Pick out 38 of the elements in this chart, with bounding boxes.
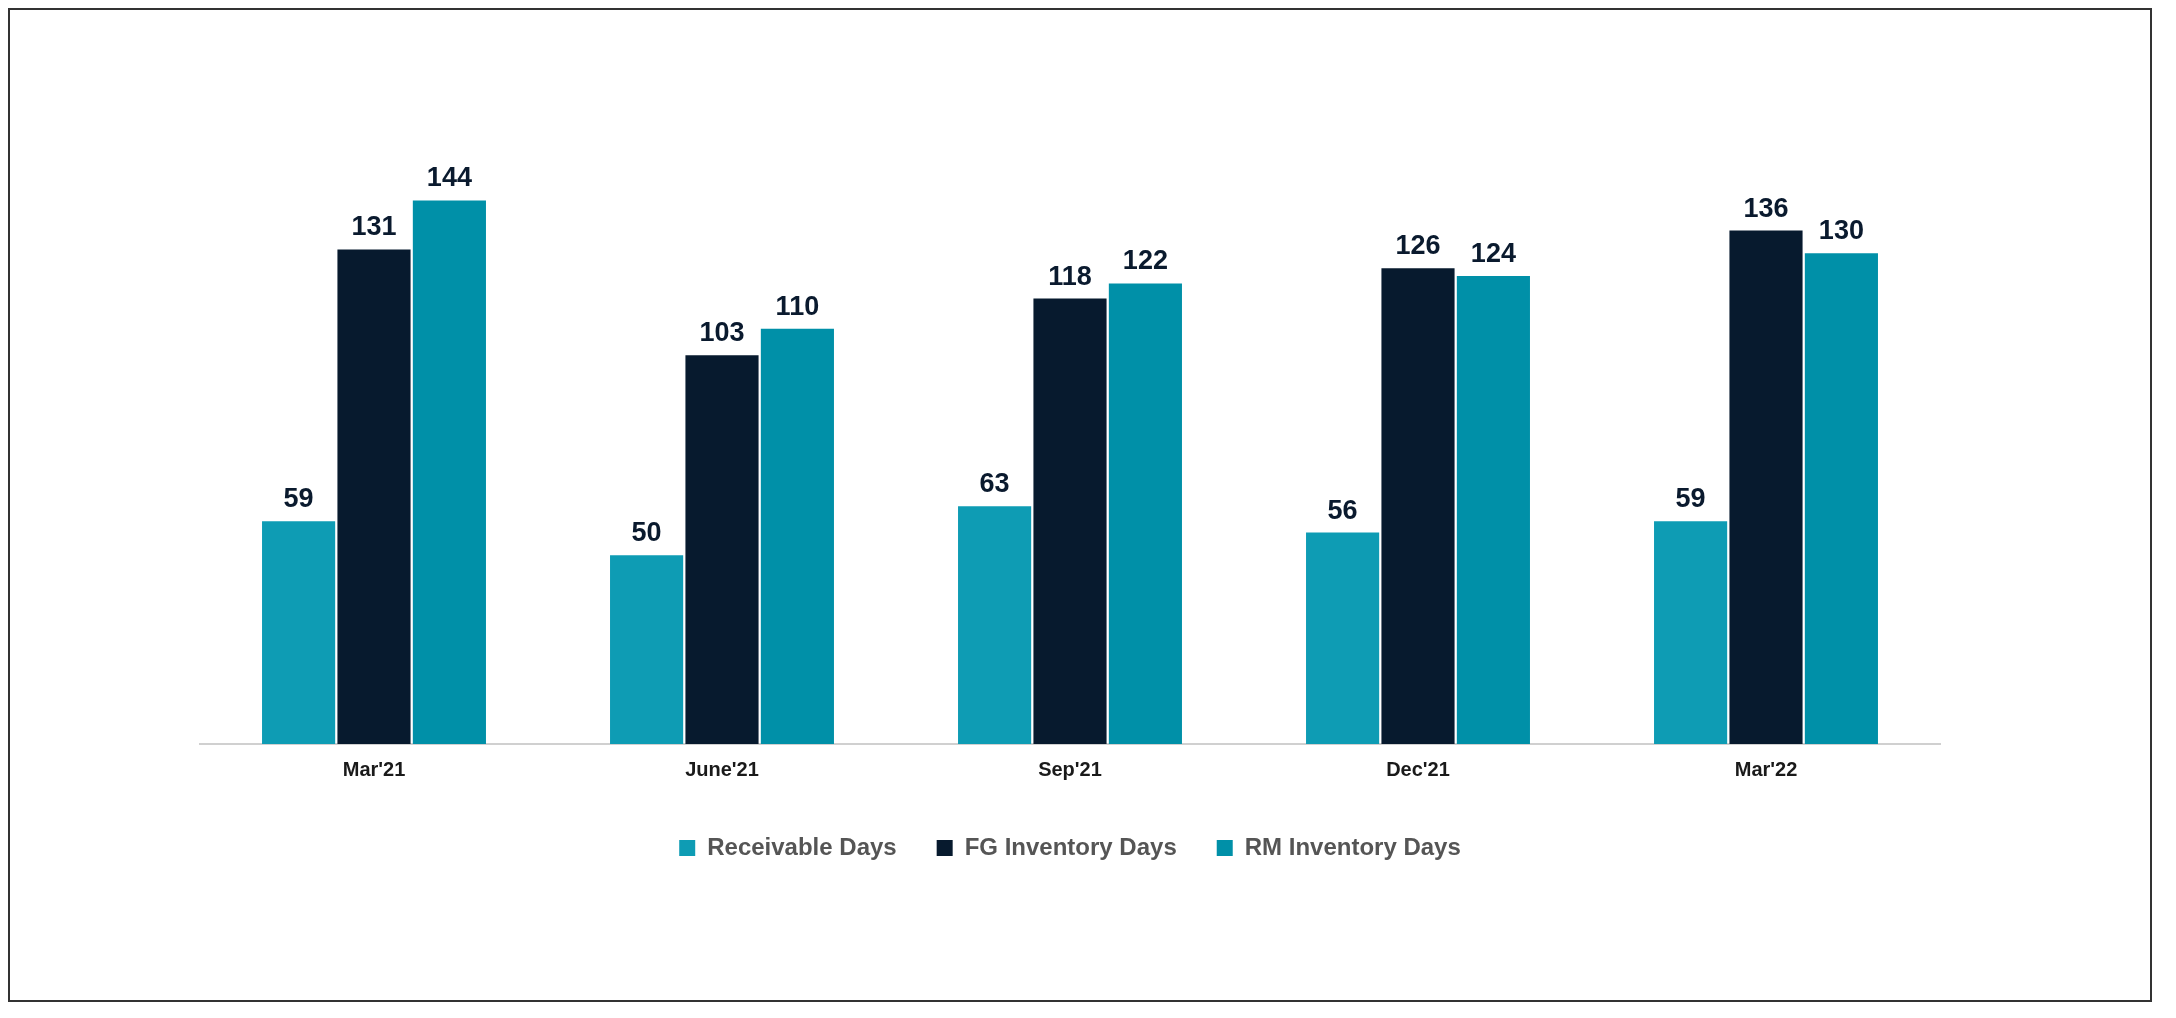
data-label: 124: [1470, 237, 1516, 268]
legend-label: Receivable Days: [707, 832, 897, 860]
bar: [262, 521, 336, 744]
bar: [1033, 298, 1107, 744]
bar: [685, 355, 759, 744]
data-label: 110: [775, 290, 820, 321]
data-label: 50: [631, 517, 662, 548]
x-tick-label: Mar'21: [342, 757, 406, 780]
data-label: 63: [979, 468, 1010, 499]
legend-label: RM Inventory Days: [1244, 832, 1461, 860]
bar: [337, 249, 411, 744]
data-label: 131: [351, 211, 397, 242]
data-label: 59: [283, 483, 314, 514]
data-label: 144: [426, 162, 472, 193]
bar: [610, 555, 684, 744]
data-label: 59: [1675, 483, 1706, 514]
bar: [1654, 521, 1728, 744]
bar: [1108, 283, 1182, 744]
x-tick-label: Mar'22: [1734, 757, 1798, 780]
bar: [760, 328, 834, 744]
x-tick-label: Dec'21: [1386, 757, 1450, 780]
x-tick-label: June'21: [685, 757, 759, 780]
bar: [1804, 253, 1878, 744]
data-label: 122: [1122, 245, 1168, 276]
bar: [1381, 268, 1455, 744]
data-label: 126: [1395, 230, 1441, 261]
bar: [958, 506, 1032, 744]
data-label: 103: [699, 317, 745, 348]
bar: [1456, 275, 1530, 744]
data-label: 136: [1743, 192, 1789, 223]
data-label: 130: [1818, 215, 1864, 246]
bar: [1729, 230, 1803, 744]
data-label: 56: [1327, 494, 1358, 525]
data-label: 118: [1048, 260, 1092, 291]
bar: [412, 200, 486, 744]
legend-label: FG Inventory Days: [964, 832, 1177, 860]
bar: [1306, 532, 1380, 744]
x-tick-label: Sep'21: [1038, 757, 1102, 780]
